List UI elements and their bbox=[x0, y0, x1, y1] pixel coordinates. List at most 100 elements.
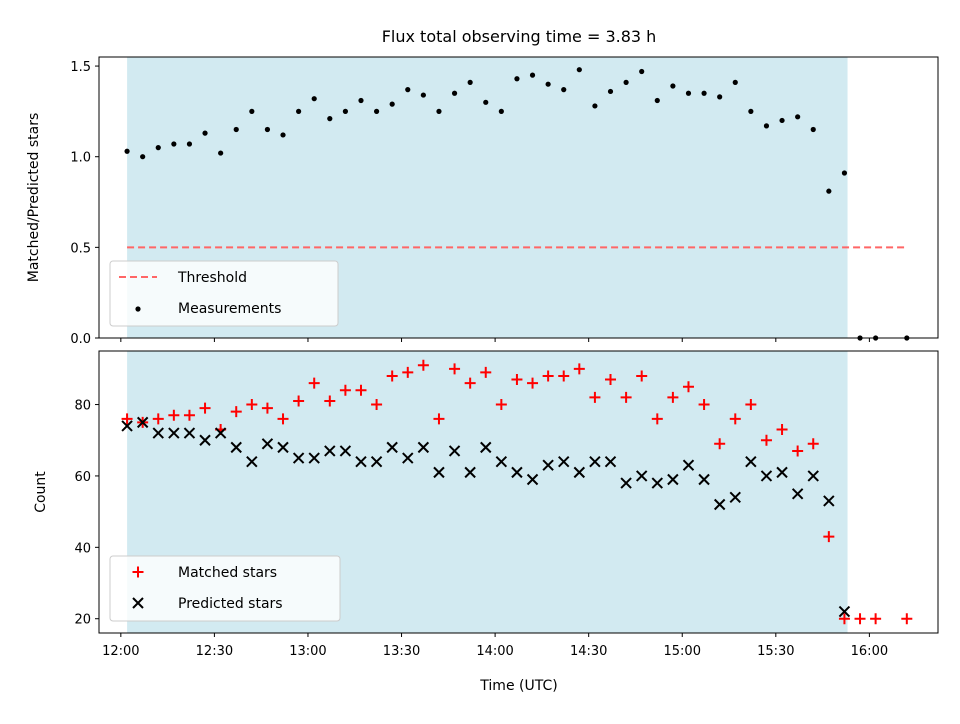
predicted-star-point bbox=[121, 420, 133, 432]
top-x-axis bbox=[120, 338, 870, 342]
measurement-point bbox=[140, 154, 146, 160]
matched-star-point bbox=[308, 377, 320, 389]
matched-star-point bbox=[838, 613, 850, 625]
matched-star-point bbox=[355, 384, 367, 396]
matched-star-point bbox=[605, 374, 617, 386]
matched-star-point bbox=[261, 402, 273, 414]
predicted-star-point bbox=[183, 427, 196, 439]
predicted-star-point bbox=[729, 491, 741, 504]
predicted-star-point bbox=[698, 473, 710, 486]
measurement-point bbox=[654, 97, 660, 104]
predicted-star-point bbox=[589, 455, 601, 468]
matched-star-point bbox=[745, 399, 757, 411]
x-axis-label: Time (UTC) bbox=[479, 678, 557, 694]
matched-star-point bbox=[246, 399, 258, 411]
measurement-point bbox=[342, 108, 348, 114]
measurement-point bbox=[358, 97, 364, 104]
measurement-point bbox=[405, 87, 411, 93]
predicted-star-point bbox=[246, 455, 258, 468]
measurement-point bbox=[327, 116, 333, 122]
predicted-star-point bbox=[791, 488, 804, 500]
matched-star-point bbox=[371, 399, 383, 411]
predicted-star-point bbox=[402, 452, 414, 464]
measurement-point bbox=[732, 79, 738, 85]
measurement-point bbox=[171, 141, 177, 147]
matched-star-point bbox=[870, 613, 882, 625]
measurement-point bbox=[420, 92, 426, 98]
bottom-frame bbox=[98, 350, 939, 634]
matched-star-point bbox=[854, 613, 866, 625]
matched-star-point bbox=[698, 399, 710, 411]
predicted-star-point bbox=[386, 441, 398, 454]
top-panel: 0.0 0.5 1.0 1.5 Matched/Predicted stars Thr… bbox=[26, 56, 939, 347]
measurement-point bbox=[795, 114, 801, 120]
top-y-tick-label: 0.5 bbox=[70, 241, 91, 256]
predicted-star-point bbox=[136, 416, 149, 429]
measurement-point bbox=[436, 108, 442, 114]
predicted-star-point bbox=[152, 427, 164, 439]
bottom-legend-predicted-swatch bbox=[132, 597, 144, 609]
measurement-point bbox=[311, 96, 317, 102]
predicted-star-point bbox=[433, 466, 445, 479]
bottom-legend-label: Matched stars bbox=[178, 565, 277, 581]
bottom-y-tick-label: 80 bbox=[74, 399, 91, 414]
bottom-x-axis: 12:00 12:30 13:00 13:30 14:00 14:30 15:00 15:30… bbox=[102, 633, 888, 659]
bottom-x-tick-label: 15:30 bbox=[757, 644, 794, 659]
measurement-point bbox=[561, 87, 567, 93]
predicted-star-point bbox=[635, 470, 648, 482]
predicted-star-point bbox=[292, 452, 305, 464]
bottom-x-tick-label: 14:30 bbox=[570, 644, 607, 659]
bottom-x-tick-label: 16:00 bbox=[851, 644, 888, 659]
bottom-y-axis: 20 40 60 80 bbox=[74, 399, 99, 628]
predicted-star-point bbox=[511, 466, 523, 479]
matched-star-point bbox=[402, 366, 414, 378]
matched-star-point bbox=[542, 370, 554, 382]
predicted-star-point bbox=[807, 470, 819, 482]
measurement-point bbox=[264, 126, 271, 133]
measurement-point bbox=[701, 90, 707, 96]
matched-star-point bbox=[527, 377, 539, 389]
predicted-star-point bbox=[230, 441, 242, 454]
measurement-point bbox=[841, 170, 848, 176]
matched-star-point bbox=[168, 409, 180, 421]
matched-star-point bbox=[651, 413, 663, 425]
bottom-x-tick-label: 12:00 bbox=[102, 644, 139, 659]
measurement-point bbox=[186, 141, 193, 147]
bottom-y-tick-label: 40 bbox=[74, 541, 91, 556]
measurement-point bbox=[202, 130, 208, 136]
measurement-point bbox=[623, 79, 629, 85]
predicted-star-point bbox=[620, 477, 632, 489]
predicted-star-point bbox=[651, 477, 664, 489]
top-legend-box bbox=[109, 260, 339, 327]
predicted-star-point bbox=[682, 459, 695, 471]
predicted-star-point bbox=[667, 473, 679, 486]
measurement-point bbox=[451, 90, 458, 96]
matched-star-point bbox=[152, 413, 164, 425]
matched-star-point bbox=[792, 445, 804, 457]
top-y-axis: 0.0 0.5 1.0 1.5 bbox=[70, 60, 99, 347]
measurement-point bbox=[576, 67, 582, 73]
predicted-star-point bbox=[495, 455, 508, 468]
measurement-point bbox=[670, 83, 676, 89]
predicted-star-point bbox=[604, 455, 617, 468]
matched-star-point bbox=[230, 406, 242, 418]
measurement-point bbox=[249, 108, 255, 114]
bottom-x-tick-label: 13:30 bbox=[383, 644, 420, 659]
predicted-star-point bbox=[713, 498, 726, 511]
predicted-star-point bbox=[776, 466, 788, 479]
measurement-point bbox=[592, 103, 598, 109]
measurement-point bbox=[124, 148, 130, 154]
predicted-star-point bbox=[838, 605, 851, 618]
matched-star-point bbox=[667, 391, 679, 403]
bottom-x-tick-label: 13:00 bbox=[289, 644, 326, 659]
matched-star-point bbox=[682, 381, 694, 393]
top-y-tick-label: 1.5 bbox=[70, 60, 91, 75]
matched-star-point bbox=[277, 413, 289, 425]
matched-star-point bbox=[183, 409, 195, 421]
measurement-point bbox=[826, 188, 832, 194]
top-legend-measurement-swatch bbox=[135, 306, 141, 312]
predicted-star-point bbox=[199, 434, 211, 446]
predicted-star-point bbox=[573, 466, 586, 479]
measurement-point bbox=[779, 117, 785, 124]
